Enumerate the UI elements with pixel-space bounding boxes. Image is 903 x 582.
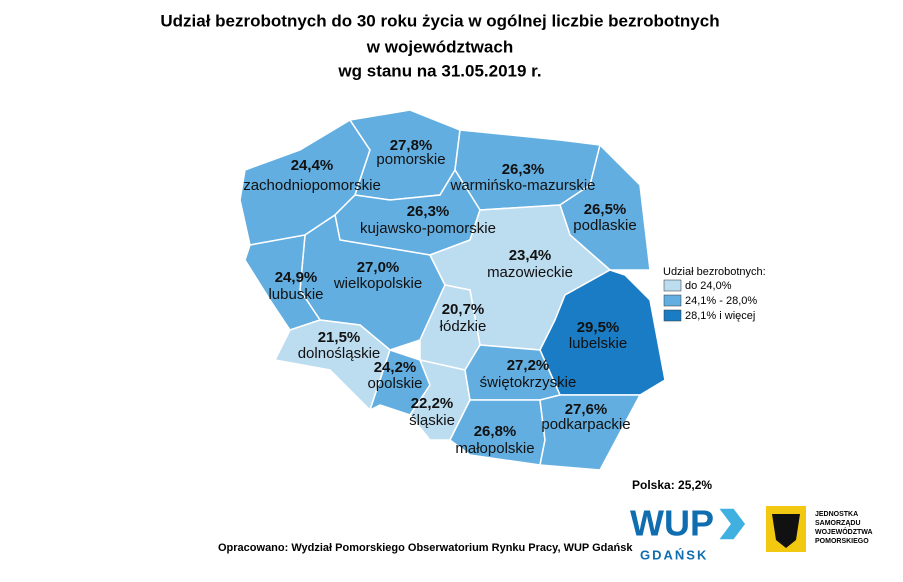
legend: do 24,0% 24,1% - 28,0% 28,1% i więcej [663,279,757,322]
region-value: 27,8% [390,137,433,154]
region-name: dolnośląskie [298,345,381,362]
region-value: 27,6% [565,401,608,418]
region-name: świętokrzyskie [480,374,577,391]
region-name: lubuskie [268,286,323,303]
region-name: śląskie [409,412,455,429]
title-line: w województwach [366,37,513,56]
region-name: kujawsko-pomorskie [360,220,496,237]
region-value: 20,7% [442,301,485,318]
region-value: 26,3% [407,203,450,220]
region-value: 22,2% [411,395,454,412]
logo-arrow [716,507,747,541]
region-name: łódzkie [440,318,487,335]
region-name: mazowieckie [487,264,573,281]
legend-title: Udział bezrobotnych: [663,266,766,278]
region-value: 24,4% [291,157,334,174]
region-value: 27,0% [357,259,400,276]
region-value: 26,8% [474,423,517,440]
legend-swatch [663,294,682,307]
title-line: wg stanu na 31.05.2019 r. [337,61,541,80]
total: Polska: 25,2% [632,478,712,492]
region-name: warmińsko-mazurskie [449,177,595,194]
region-name: pomorskie [376,151,445,168]
logo-wup: WUP [630,503,714,544]
region-value: 24,2% [374,359,417,376]
emblem-text: WOJEWÓDZTWA [815,527,873,536]
region-name: wielkopolskie [333,275,422,292]
legend-label: do 24,0% [685,280,732,292]
region-value: 24,9% [275,269,318,286]
legend-swatch [663,309,682,322]
region-value: 21,5% [318,329,361,346]
region-value: 29,5% [577,319,620,336]
emblem-text: POMORSKIEGO [815,538,869,545]
region-name: zachodniopomorskie [243,177,381,194]
region-name: podkarpackie [541,416,630,433]
region [539,269,666,396]
region-value: 26,5% [584,201,627,218]
emblem-griffin [772,514,800,548]
emblem-text: SAMORZĄDU [815,520,861,527]
region-value: 27,2% [507,357,550,374]
region-value: 23,4% [509,247,552,264]
region-name: podlaskie [573,217,636,234]
emblem-text: JEDNOSTKA [815,511,858,518]
title-line: Udział bezrobotnych do 30 roku życia w o… [160,11,719,30]
region [539,394,642,471]
region-name: małopolskie [455,440,534,457]
legend-label: 28,1% i więcej [685,310,755,322]
region-name: lubelskie [569,335,627,352]
region-value: 26,3% [502,161,545,178]
source: Opracowano: Wydział Pomorskiego Obserwat… [218,542,633,554]
map: 24,4% zachodniopomorskie 27,8%pomorskie 26,… [239,109,666,471]
logo-city: GDAŃSK [640,547,708,562]
legend-swatch [663,279,682,292]
legend-label: 24,1% - 28,0% [685,295,757,307]
region-name: opolskie [367,375,422,392]
